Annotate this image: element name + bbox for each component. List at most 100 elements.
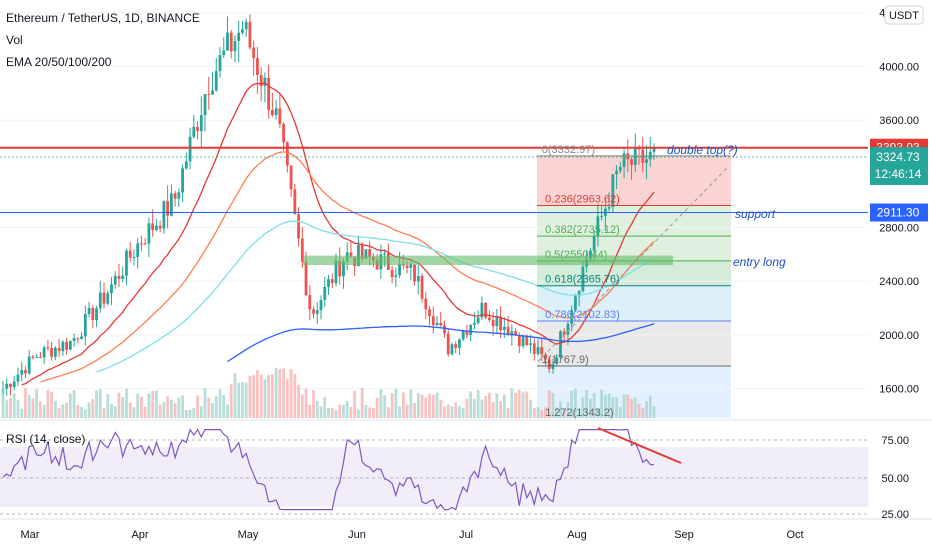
candle-body	[413, 264, 416, 282]
volume-bar	[570, 390, 574, 418]
volume-bar	[386, 407, 390, 418]
ema-200-line	[227, 323, 655, 363]
volume-bar	[405, 404, 409, 418]
candle-body	[252, 47, 256, 59]
volume-bar	[588, 398, 592, 418]
volume-bar	[192, 408, 196, 418]
volume-bar	[300, 394, 304, 418]
price-line-tag	[870, 203, 928, 222]
volume-bar	[368, 407, 372, 418]
volume-bar	[360, 388, 364, 418]
price-tick-label: 2400.00	[879, 276, 919, 288]
volume-bar	[502, 394, 506, 418]
volume-bar	[57, 408, 61, 418]
candle-body	[35, 357, 39, 359]
volume-bar	[132, 407, 136, 418]
candle-body	[110, 284, 113, 294]
candle-body	[394, 275, 398, 278]
date-tick-label: Jul	[459, 529, 473, 541]
candle-body	[315, 310, 319, 314]
candle-body	[517, 335, 521, 347]
volume-bar	[27, 395, 31, 418]
volume-bar	[110, 403, 113, 418]
volume-bar	[128, 402, 132, 418]
volume-bar	[551, 393, 555, 418]
volume-bar	[214, 396, 218, 418]
volume-bar	[319, 406, 323, 418]
volume-bar	[559, 401, 562, 418]
candle-body	[551, 363, 555, 370]
volume-bar	[454, 402, 458, 418]
volume-bar	[648, 396, 652, 418]
candle-body	[581, 266, 585, 292]
candle-body	[158, 225, 162, 229]
candle-body	[334, 260, 338, 284]
price-tick-label: 1600.00	[879, 383, 919, 395]
volume-bar	[5, 400, 9, 418]
volume-bar	[581, 397, 585, 418]
volume-bar	[506, 407, 510, 418]
volume-bar	[308, 404, 312, 418]
candle-body	[416, 275, 420, 282]
volume-bar	[312, 390, 315, 418]
volume-bar	[371, 407, 375, 418]
candle-body	[154, 225, 158, 230]
candle-body	[536, 347, 540, 354]
volume-bar	[267, 374, 271, 418]
candle-body	[278, 108, 282, 125]
volume-bar	[603, 395, 607, 418]
volume-bar	[491, 402, 495, 418]
rsi-label: RSI (14, close)	[6, 432, 86, 446]
candle-body	[5, 383, 9, 389]
candle-body	[27, 356, 31, 374]
volume-bar	[31, 398, 35, 418]
volume-bar	[154, 390, 158, 418]
candle-body	[297, 214, 300, 239]
volume-bar	[244, 382, 248, 418]
price-tick-label: 4000.00	[879, 61, 919, 73]
volume-bar	[177, 397, 181, 418]
volume-bar	[645, 401, 648, 418]
candle-body	[166, 201, 170, 216]
volume-bar	[237, 383, 241, 418]
candle-body	[259, 74, 263, 87]
candle-body	[368, 249, 372, 257]
candle-body	[349, 252, 353, 257]
volume-bar	[121, 397, 125, 418]
volume-bar	[173, 403, 177, 418]
entry-zone	[303, 255, 673, 266]
candle-body	[226, 32, 229, 51]
candle-body	[95, 308, 98, 321]
volume-bar	[342, 404, 345, 418]
volume-bar	[117, 392, 121, 418]
volume-bar	[143, 406, 147, 418]
fib-label: 0.382(2735.12)	[545, 224, 620, 236]
candle-body	[9, 383, 12, 388]
candle-body	[424, 298, 428, 310]
fib-zone	[537, 285, 731, 322]
volume-bar	[241, 381, 244, 418]
volume-bar	[611, 397, 615, 418]
candle-body	[461, 331, 465, 340]
candle-body	[327, 279, 330, 288]
candle-body	[319, 299, 323, 311]
volume-bar	[652, 406, 656, 418]
candle-body	[544, 354, 547, 360]
volume-bar	[95, 390, 98, 418]
candle-body	[469, 324, 473, 335]
candle-body	[618, 166, 622, 171]
candle-body	[196, 126, 199, 132]
candle-body	[173, 193, 177, 199]
candle-body	[458, 339, 461, 348]
volume-bar	[270, 374, 274, 418]
volume-bar	[484, 395, 488, 418]
currency-label: USDT	[889, 10, 919, 22]
candle-body	[192, 126, 196, 137]
candle-body	[473, 323, 476, 325]
volume-bar	[46, 390, 50, 418]
candle-body	[241, 29, 244, 33]
candle-body	[42, 347, 46, 358]
candle-body	[480, 302, 484, 318]
candle-body	[435, 322, 439, 326]
